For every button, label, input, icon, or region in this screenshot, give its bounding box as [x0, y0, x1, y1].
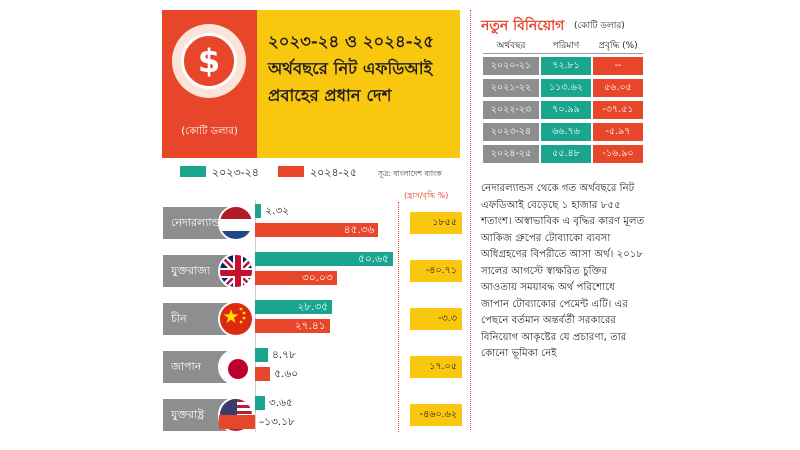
fdi-country-chart: নেদারল্যান্ডস ২.৩২ ৪৫.৩৬ ১৮৫৫ যুক্তরাজ্য ৫০.৬… — [163, 200, 462, 433]
bar-value-label: ৪.৭৮ — [272, 349, 296, 361]
growth-value: ১৭.০৫ — [410, 356, 462, 378]
year-cell: ২০২৪-২৫ — [483, 145, 539, 163]
growth-cell: -৩৭.৫১ — [593, 101, 643, 119]
growth-value: -৪৬০.৬২ — [410, 404, 462, 426]
netherlands-flag-icon — [218, 205, 254, 241]
bar-2024-25: ২৭.৪১ — [255, 319, 330, 333]
year-cell: ২০২০-২১ — [483, 57, 539, 75]
year-cell: ২০২৩-২৪ — [483, 123, 539, 141]
table-header: অর্থবছর — [496, 41, 526, 51]
table-header: প্রবৃদ্ধি (%) — [598, 41, 638, 51]
bar-2023-24: ২৮.৩৫ — [255, 300, 333, 314]
bar-2024-25: ৩০.০৩ — [255, 271, 337, 285]
year-cell: ২০২১-২২ — [483, 79, 539, 97]
legend-label-2023-24: ২০২৩-২৪ — [212, 166, 259, 179]
amount-cell: ৬৬.৭৬ — [541, 123, 591, 141]
bar-2024-25 — [255, 367, 271, 381]
growth-value: -৪০.৭১ — [410, 260, 462, 282]
article-text: নেদারল্যান্ডস থেকে গত অর্থবছরে নিট এফডিআ… — [481, 183, 645, 359]
table-title: নতুন বিনিয়োগ — [481, 18, 565, 34]
chart-title: ২০২৩-২৪ ও ২০২৪-২৫ অর্থবছরে নিট এফডিআই প্… — [268, 32, 435, 105]
amount-cell: ১১৩.৬২ — [541, 79, 591, 97]
header-yellow-panel — [257, 10, 460, 158]
growth-header: (হ্রাস/বৃদ্ধি %) — [404, 191, 449, 200]
growth-cell: -৫.৯৭ — [593, 123, 643, 141]
growth-cell: ৫৬.০৫ — [593, 79, 643, 97]
amount-cell: ৭০.৯৯ — [541, 101, 591, 119]
year-cell: ২০২২-২৩ — [483, 101, 539, 119]
bar-value-label: ২.৩২ — [265, 205, 290, 217]
bar-value-label: ৫.৬০ — [274, 368, 299, 380]
bar-2023-24 — [255, 396, 265, 410]
growth-cell: -- — [593, 57, 643, 75]
amount-cell: ৭২.৮১ — [541, 57, 591, 75]
dollar-coin-icon: $ — [181, 33, 237, 89]
bar-2023-24: ৫০.৬৫ — [255, 252, 393, 266]
japan-flag-icon — [218, 349, 254, 385]
growth-column-divider — [398, 202, 399, 432]
table-header-rule — [483, 53, 643, 54]
bar-value-label: ৩.৬৫ — [268, 397, 293, 409]
amount-cell: ৫৫.৪৮ — [541, 145, 591, 163]
growth-value: -৩.৩ — [410, 308, 462, 330]
uk-flag-icon — [218, 253, 254, 289]
bar-2024-25 — [219, 415, 255, 429]
growth-value: ১৮৫৫ — [410, 212, 462, 234]
legend-swatch-2023-24 — [180, 166, 206, 177]
source-note: সূত্র: বাংলাদেশ ব্যাংক — [378, 169, 442, 178]
table-header: পরিমাণ — [552, 41, 580, 51]
bar-value-label: –১৩.১৮ — [259, 416, 295, 428]
chart-baseline — [255, 200, 256, 432]
table-unit: (কোটি ডলার) — [574, 21, 625, 31]
bar-2023-24 — [255, 348, 268, 362]
panel-divider — [470, 10, 471, 430]
china-flag-icon — [218, 301, 254, 337]
bar-2024-25: ৪৫.৩৬ — [255, 223, 379, 237]
bar-2023-24 — [255, 204, 262, 218]
legend-label-2024-25: ২০২৪-২৫ — [310, 166, 357, 179]
growth-cell: -১৬.৯০ — [593, 145, 643, 163]
legend-swatch-2024-25 — [278, 166, 304, 177]
unit-note: (কোটি ডলার) — [181, 126, 238, 137]
